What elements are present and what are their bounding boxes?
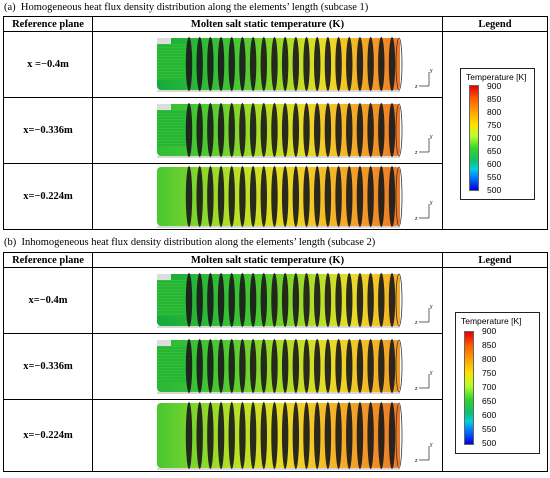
header-reference-plane: Reference plane xyxy=(3,252,93,268)
legend-tick-label: 850 xyxy=(482,340,497,350)
legend-tick-label: 650 xyxy=(487,146,502,156)
axis-z-label: z xyxy=(415,320,418,326)
legend-colorbar xyxy=(469,85,479,191)
temperature-legend: Temperature [K] 900 850 800 750 700 650 600 550… xyxy=(460,68,535,200)
axis-z-label: z xyxy=(415,386,418,392)
reference-plane-label: x=−0.4m xyxy=(3,267,93,334)
legend-tick-label: 500 xyxy=(482,438,497,448)
axis-triad-icon: y z xyxy=(415,68,433,90)
header-legend: Legend xyxy=(442,16,548,32)
axis-triad-icon: y z xyxy=(415,304,433,326)
reference-plane-label: x=−0.336m xyxy=(3,97,93,164)
axis-z-label: z xyxy=(415,150,418,156)
header-molten-salt-temperature: Molten salt static temperature (K) xyxy=(92,252,443,268)
temperature-contour-image: y z xyxy=(92,267,443,334)
caption-subcase-1: (a) Homogeneous heat flux density distri… xyxy=(4,2,369,13)
axis-triad-icon: y z xyxy=(415,134,433,156)
header-legend: Legend xyxy=(442,252,548,268)
legend-colorbar xyxy=(464,331,474,445)
legend-tick-label: 600 xyxy=(487,159,502,169)
axis-y-label: y xyxy=(430,134,433,140)
legend-tick-label: 650 xyxy=(482,396,497,406)
axis-y-label: y xyxy=(430,200,433,206)
legend-tick-label: 800 xyxy=(482,354,497,364)
temperature-contour-image: y z xyxy=(92,399,443,472)
legend-title: Temperature [K] xyxy=(461,316,522,326)
legend-tick-label: 900 xyxy=(482,326,497,336)
axis-z-label: z xyxy=(415,84,418,90)
header-reference-plane: Reference plane xyxy=(3,16,93,32)
temperature-contour-image: y z xyxy=(92,97,443,164)
axis-y-label: y xyxy=(430,442,433,448)
axis-triad-icon: y z xyxy=(415,370,433,392)
caption-subcase-2: (b) Inhomogeneous heat flux density dist… xyxy=(4,237,376,248)
axis-y-label: y xyxy=(430,68,433,74)
temperature-contour-image: y z xyxy=(92,163,443,230)
legend-tick-label: 750 xyxy=(487,120,502,130)
header-molten-salt-temperature: Molten salt static temperature (K) xyxy=(92,16,443,32)
temperature-contour-image: y z xyxy=(92,31,443,98)
legend-tick-label: 550 xyxy=(482,424,497,434)
axis-y-label: y xyxy=(430,370,433,376)
legend-tick-label: 700 xyxy=(482,382,497,392)
axis-triad-icon: y z xyxy=(415,442,433,464)
axis-z-label: z xyxy=(415,216,418,222)
axis-triad-icon: y z xyxy=(415,200,433,222)
table-subcase-2: Reference plane Molten salt static tempe… xyxy=(3,252,548,472)
legend-title: Temperature [K] xyxy=(466,72,527,82)
legend-cell: Temperature [K] 900 850 800 750 700 650 600 550… xyxy=(442,31,548,230)
legend-cell: Temperature [K] 900 850 800 750 700 650 600 550… xyxy=(442,267,548,472)
legend-tick-label: 700 xyxy=(487,133,502,143)
legend-tick-label: 550 xyxy=(487,172,502,182)
legend-tick-label: 850 xyxy=(487,94,502,104)
axis-y-label: y xyxy=(430,304,433,310)
reference-plane-label: x=−0.224m xyxy=(3,163,93,230)
legend-tick-label: 900 xyxy=(487,81,502,91)
legend-tick-label: 800 xyxy=(487,107,502,117)
reference-plane-label: x =−0.4m xyxy=(3,31,93,98)
legend-tick-label: 500 xyxy=(487,185,502,195)
reference-plane-label: x=−0.224m xyxy=(3,399,93,472)
legend-tick-label: 750 xyxy=(482,368,497,378)
legend-tick-label: 600 xyxy=(482,410,497,420)
table-subcase-1: Reference plane Molten salt static tempe… xyxy=(3,16,548,230)
temperature-contour-image: y z xyxy=(92,333,443,400)
reference-plane-label: x=−0.336m xyxy=(3,333,93,400)
temperature-legend: Temperature [K] 900 850 800 750 700 650 600 550… xyxy=(455,312,540,454)
axis-z-label: z xyxy=(415,458,418,464)
